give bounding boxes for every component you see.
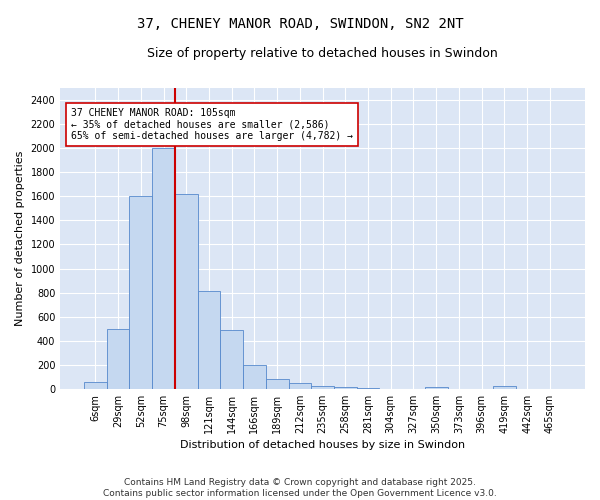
Bar [289, 384, 311, 389]
Bar [493, 386, 516, 389]
Bar [152, 148, 175, 389]
Bar [130, 196, 152, 389]
Bar [107, 328, 130, 389]
Text: 37, CHENEY MANOR ROAD, SWINDON, SN2 2NT: 37, CHENEY MANOR ROAD, SWINDON, SN2 2NT [137, 18, 463, 32]
Bar [311, 386, 334, 389]
Text: Contains HM Land Registry data © Crown copyright and database right 2025.
Contai: Contains HM Land Registry data © Crown c… [103, 478, 497, 498]
Y-axis label: Number of detached properties: Number of detached properties [15, 151, 25, 326]
Bar [334, 388, 356, 389]
Bar [84, 382, 107, 389]
X-axis label: Distribution of detached houses by size in Swindon: Distribution of detached houses by size … [180, 440, 465, 450]
Bar [175, 194, 197, 389]
Bar [356, 388, 379, 389]
Bar [220, 330, 243, 389]
Bar [243, 366, 266, 389]
Bar [425, 388, 448, 389]
Title: Size of property relative to detached houses in Swindon: Size of property relative to detached ho… [147, 48, 498, 60]
Bar [266, 378, 289, 389]
Text: 37 CHENEY MANOR ROAD: 105sqm
← 35% of detached houses are smaller (2,586)
65% of: 37 CHENEY MANOR ROAD: 105sqm ← 35% of de… [71, 108, 353, 141]
Bar [197, 292, 220, 389]
